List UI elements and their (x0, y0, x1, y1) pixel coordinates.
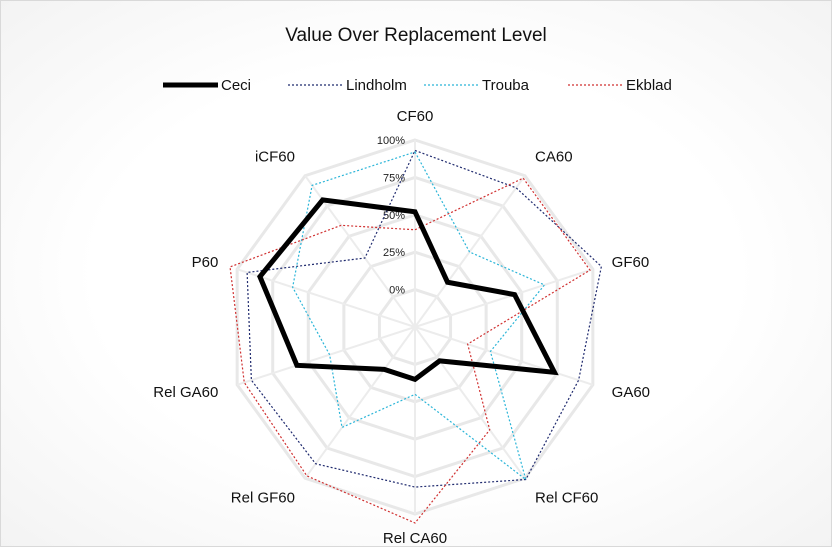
legend: Ceci Lindholm Trouba Ekblad (163, 77, 672, 94)
tick-label: 100% (377, 135, 405, 147)
grid-spoke (414, 326, 594, 386)
axis-label: CF60 (397, 108, 434, 125)
axis-labels: CF60 CA60 GF60 GA60 Rel CF60 Rel CA60 Rel GF60… (153, 108, 650, 546)
axis-label: P60 (192, 254, 219, 271)
legend-label: Lindholm (346, 77, 407, 94)
legend-label: Ekblad (626, 77, 672, 94)
legend-label: Trouba (482, 77, 530, 94)
chart-title: Value Over Replacement Level (285, 25, 547, 46)
series-lindholm (246, 149, 603, 488)
series-ekblad (229, 177, 591, 524)
tick-label: 50% (383, 210, 405, 222)
tick-label: 75% (383, 172, 405, 184)
series-ceci (257, 197, 559, 383)
series-group (229, 149, 603, 524)
grid-spoke (236, 268, 416, 328)
axis-label: GF60 (612, 254, 650, 271)
axis-label: Rel CF60 (535, 490, 598, 507)
axis-label: Rel GF60 (231, 490, 295, 507)
tick-label: 0% (389, 285, 405, 297)
grid-spoke (304, 326, 416, 479)
axis-label: Rel GA60 (153, 384, 218, 401)
grid (235, 138, 595, 516)
grid-spoke (414, 268, 594, 328)
legend-label: Ceci (221, 77, 251, 94)
grid-spoke (236, 326, 416, 386)
tick-labels: 0% 25% 50% 75% 100% (377, 135, 405, 297)
grid-spoke (414, 326, 526, 479)
axis-label: CA60 (535, 148, 573, 165)
grid-spoke (414, 175, 526, 328)
axis-label: Rel CA60 (383, 530, 447, 546)
axis-label: GA60 (612, 384, 650, 401)
series-trouba (292, 151, 546, 482)
tick-label: 25% (383, 247, 405, 259)
axis-label: iCF60 (255, 148, 295, 165)
